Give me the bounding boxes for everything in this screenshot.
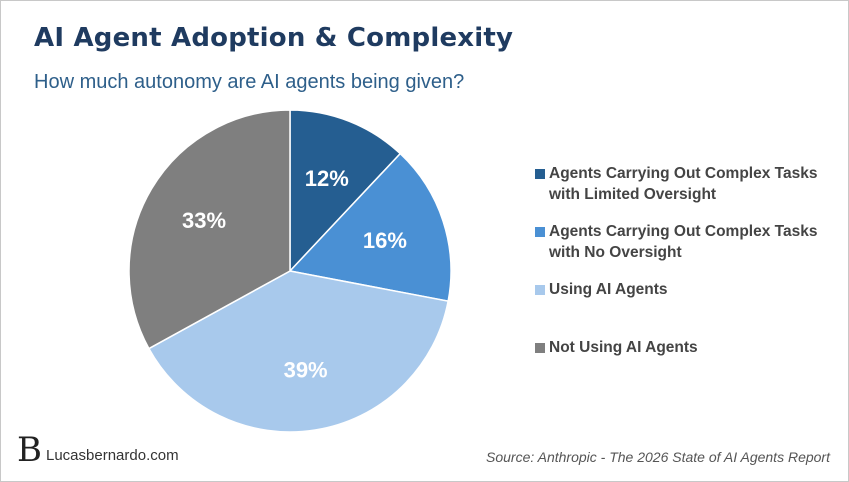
- pie-data-label-not-using-ai-agents: 33%: [182, 208, 226, 233]
- legend-swatch-not-using-ai-agents: [535, 343, 545, 353]
- legend-swatch-limited-oversight: [535, 169, 545, 179]
- brand: B Lucasbernardo.com: [17, 433, 179, 467]
- legend-label-limited-oversight: Agents Carrying Out Complex Tasks with L…: [549, 165, 818, 203]
- legend-item-using-ai-agents: Using AI Agents: [535, 279, 834, 300]
- pie-slice-limited-oversight: [289, 109, 402, 273]
- legend-swatch-no-oversight: [535, 227, 545, 237]
- legend-item-no-oversight: Agents Carrying Out Complex Tasks with N…: [535, 221, 834, 263]
- source-note: Source: Anthropic - The 2026 State of AI…: [486, 449, 830, 465]
- legend-item-limited-oversight: Agents Carrying Out Complex Tasks with L…: [535, 163, 834, 205]
- brand-logo: B: [17, 430, 42, 470]
- pie-slice-using-ai-agents: [147, 270, 450, 433]
- brand-text: Lucasbernardo.com: [46, 447, 179, 464]
- legend-label-no-oversight: Agents Carrying Out Complex Tasks with N…: [549, 223, 818, 261]
- pie-data-label-no-oversight: 16%: [363, 228, 407, 253]
- chart-title: AI Agent Adoption & Complexity: [34, 23, 514, 53]
- pie-data-label-limited-oversight: 12%: [305, 166, 349, 191]
- legend-label-not-using-ai-agents: Not Using AI Agents: [549, 339, 698, 356]
- pie-slice-no-oversight: [288, 152, 452, 303]
- pie-slice-not-using-ai-agents: [128, 109, 291, 350]
- legend-label-using-ai-agents: Using AI Agents: [549, 281, 668, 298]
- legend-swatch-using-ai-agents: [535, 285, 545, 295]
- pie-data-label-using-ai-agents: 39%: [284, 358, 328, 383]
- legend-item-not-using-ai-agents: Not Using AI Agents: [535, 337, 834, 358]
- chart-subtitle: How much autonomy are AI agents being gi…: [34, 71, 465, 93]
